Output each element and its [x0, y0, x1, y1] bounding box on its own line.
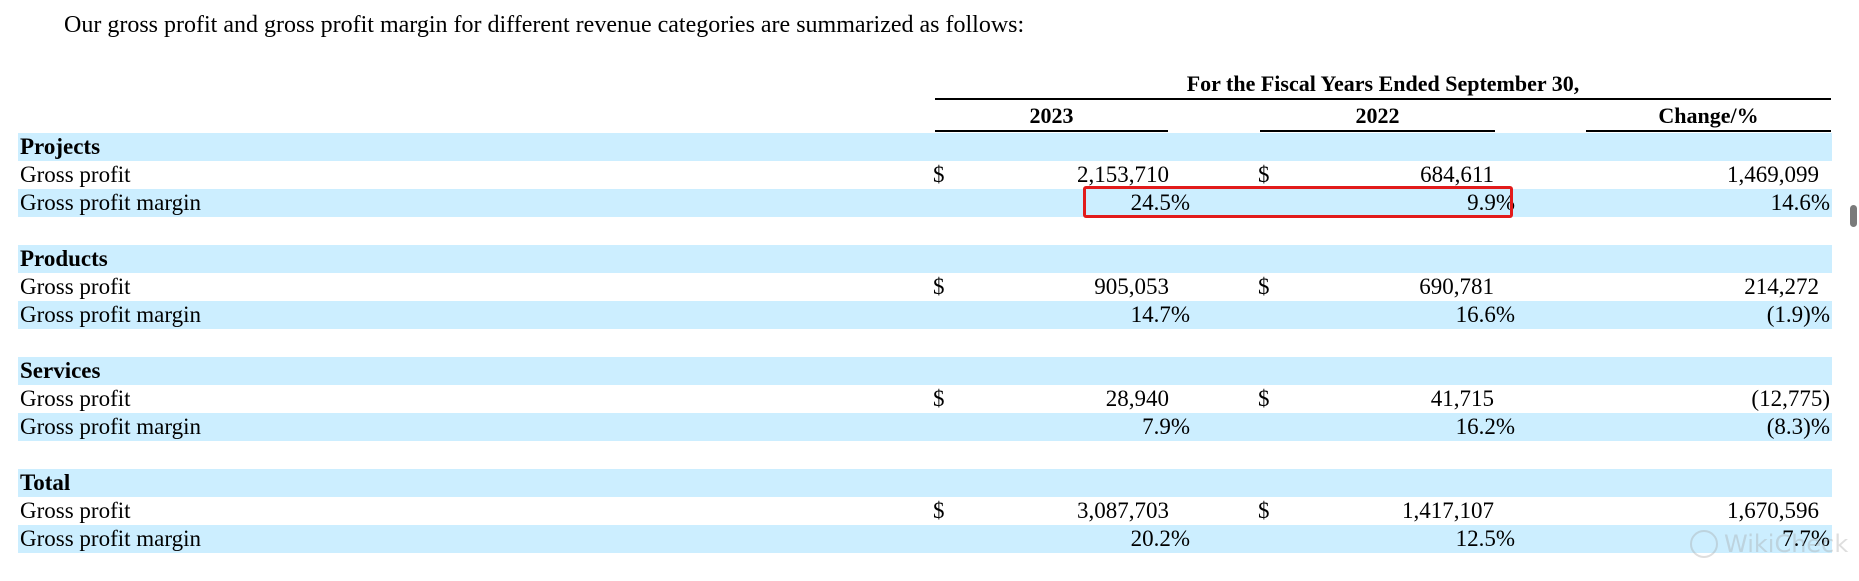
section-title: Total	[20, 470, 71, 495]
intro-text: Our gross profit and gross profit margin…	[64, 12, 1025, 38]
row-label: Gross profit margin	[20, 526, 202, 551]
value-change: 214,272	[1744, 274, 1819, 299]
value-2023: 28,940	[1105, 386, 1169, 411]
value-2023: 905,053	[1094, 274, 1169, 299]
scrollbar-thumb[interactable]	[1850, 205, 1857, 227]
currency-2022: $	[1258, 162, 1270, 187]
column-header-change: Change/%	[1586, 102, 1831, 132]
currency-2023: $	[933, 162, 945, 187]
section-row-products: Products	[18, 245, 1832, 273]
section-title: Services	[20, 358, 101, 383]
value-change: (12,775)	[1751, 386, 1830, 411]
value-2023: 20.2%	[1130, 526, 1190, 551]
section-title: Projects	[20, 134, 101, 159]
value-2022: 16.6%	[1455, 302, 1515, 327]
watermark-text: WikiCheck	[1724, 530, 1849, 558]
value-change: (1.9)%	[1766, 302, 1830, 327]
currency-2023: $	[933, 386, 945, 411]
value-2022: 684,611	[1420, 162, 1494, 187]
currency-2022: $	[1258, 274, 1270, 299]
section-row-total: Total	[18, 469, 1832, 497]
table-row: Gross profit $ 3,087,703 $ 1,417,107 1,6…	[18, 497, 1832, 525]
column-header-2023: 2023	[935, 102, 1168, 132]
value-2023: 24.5%	[1130, 190, 1190, 215]
value-2023: 3,087,703	[1077, 498, 1169, 523]
currency-2023: $	[933, 274, 945, 299]
value-2023: 7.9%	[1142, 414, 1190, 439]
value-change: 7.7%	[1782, 526, 1830, 551]
table-row: Gross profit $ 28,940 $ 41,715 (12,775)	[18, 385, 1832, 413]
value-2022: 12.5%	[1455, 526, 1515, 551]
row-label: Gross profit	[20, 162, 131, 187]
highlight-annotation-box	[1083, 186, 1513, 218]
value-2023: 2,153,710	[1077, 162, 1169, 187]
currency-2022: $	[1258, 386, 1270, 411]
value-change: 14.6%	[1770, 190, 1830, 215]
row-label: Gross profit margin	[20, 190, 202, 215]
table-row: Gross profit margin 7.9% 16.2% (8.3)%	[18, 413, 1832, 441]
value-2022: 690,781	[1419, 274, 1494, 299]
row-label: Gross profit margin	[20, 414, 202, 439]
column-header-2022: 2022	[1260, 102, 1495, 132]
section-row-projects: Projects	[18, 133, 1832, 161]
table-row: Gross profit $ 905,053 $ 690,781 214,272	[18, 273, 1832, 301]
value-2022: 16.2%	[1455, 414, 1515, 439]
section-title: Products	[20, 246, 108, 271]
value-2022: 41,715	[1430, 386, 1494, 411]
row-label: Gross profit	[20, 386, 131, 411]
row-label: Gross profit	[20, 498, 131, 523]
table-row: Gross profit margin 20.2% 12.5% 7.7%	[18, 525, 1832, 553]
table-row: Gross profit $ 2,153,710 $ 684,611 1,469…	[18, 161, 1832, 189]
table-row: Gross profit margin 14.7% 16.6% (1.9)%	[18, 301, 1832, 329]
watermark: WikiCheck	[1690, 530, 1848, 558]
row-label: Gross profit	[20, 274, 131, 299]
table-row: Gross profit margin 24.5% 9.9% 14.6%	[18, 189, 1832, 217]
value-2023: 14.7%	[1130, 302, 1190, 327]
value-change: 1,469,099	[1727, 162, 1819, 187]
period-header: For the Fiscal Years Ended September 30,	[935, 70, 1831, 100]
value-2022: 1,417,107	[1402, 498, 1494, 523]
value-change: (8.3)%	[1766, 414, 1830, 439]
value-change: 1,670,596	[1727, 498, 1819, 523]
watermark-logo-icon	[1690, 530, 1718, 558]
section-row-services: Services	[18, 357, 1832, 385]
value-2022: 9.9%	[1467, 190, 1515, 215]
row-label: Gross profit margin	[20, 302, 202, 327]
currency-2022: $	[1258, 498, 1270, 523]
currency-2023: $	[933, 498, 945, 523]
